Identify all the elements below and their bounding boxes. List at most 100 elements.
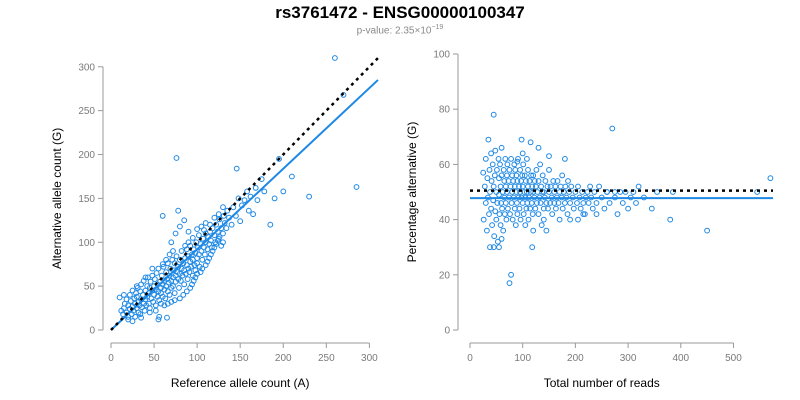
right-data-point xyxy=(527,189,534,195)
left-data-point xyxy=(181,281,188,288)
right-data-point xyxy=(552,183,559,190)
left-data-point xyxy=(159,213,166,219)
right-data-point xyxy=(523,178,529,184)
right-data-point xyxy=(514,200,520,206)
right-data-point xyxy=(554,178,561,184)
right-data-point xyxy=(539,172,546,179)
chart-title: rs3761472 - ENSG00000100347 xyxy=(275,3,525,22)
left-data-point xyxy=(188,263,195,270)
right-data-point xyxy=(556,189,563,195)
right-data-point xyxy=(504,161,511,168)
right-data-point xyxy=(513,189,520,195)
right-data-point xyxy=(537,161,543,168)
right-data-point xyxy=(512,167,519,173)
left-data-point xyxy=(220,239,226,246)
right-data-point xyxy=(546,167,552,173)
left-data-point xyxy=(171,290,178,297)
right-data-point xyxy=(516,183,522,190)
right-data-point xyxy=(490,244,497,251)
left-x-tick-label: 100 xyxy=(189,353,206,364)
right-data-point xyxy=(499,205,506,212)
right-y-tick-label: 40 xyxy=(439,215,451,226)
right-data-point xyxy=(491,172,498,179)
left-data-point xyxy=(244,188,251,195)
left-data-point xyxy=(172,230,179,237)
right-data-point xyxy=(562,183,569,190)
left-data-point xyxy=(267,221,274,228)
right-data-point xyxy=(511,205,518,212)
right-data-point xyxy=(488,150,495,157)
right-data-point xyxy=(767,175,774,182)
pvalue-exponent: −19 xyxy=(431,24,444,31)
right-data-point xyxy=(494,167,500,173)
right-data-point xyxy=(484,227,490,234)
right-data-point xyxy=(532,205,539,212)
right-data-point xyxy=(525,183,531,190)
right-data-point xyxy=(544,183,551,190)
right-data-point xyxy=(609,125,616,132)
right-data-point xyxy=(606,200,613,206)
right-data-point xyxy=(485,136,492,143)
left-data-point xyxy=(228,221,235,228)
right-data-point xyxy=(568,183,575,190)
right-data-point xyxy=(542,178,549,184)
right-data-point xyxy=(497,183,504,190)
right-data-point xyxy=(567,216,573,223)
left-data-point xyxy=(353,184,360,190)
right-data-point xyxy=(506,280,513,287)
left-data-point xyxy=(276,156,282,162)
right-data-point xyxy=(520,211,527,218)
left-data-point xyxy=(185,239,192,246)
left-data-point xyxy=(220,204,226,211)
right-data-point xyxy=(502,183,509,190)
left-data-point xyxy=(147,278,154,285)
right-data-point xyxy=(501,178,508,184)
right-data-point xyxy=(521,172,528,179)
right-data-point xyxy=(496,211,503,218)
left-x-tick-label: 150 xyxy=(232,353,249,364)
left-x-tick-label: 200 xyxy=(275,353,292,364)
right-data-point xyxy=(559,205,566,212)
right-data-point xyxy=(614,211,621,218)
left-data-point xyxy=(250,211,257,218)
right-data-point xyxy=(502,156,509,162)
right-data-point xyxy=(519,172,526,179)
right-data-point xyxy=(564,211,571,218)
right-data-point xyxy=(509,172,516,179)
left-data-point xyxy=(221,220,228,226)
right-data-point xyxy=(546,153,552,160)
left-data-point xyxy=(216,234,223,240)
left-data-point xyxy=(133,293,140,300)
right-data-point xyxy=(498,144,505,151)
left-data-point xyxy=(220,230,226,237)
left-data-point xyxy=(166,292,173,298)
right-data-point xyxy=(511,161,518,168)
left-data-point xyxy=(271,195,278,202)
left-data-point xyxy=(177,295,183,302)
right-data-point xyxy=(625,205,631,212)
left-x-tick-label: 300 xyxy=(361,353,378,364)
left-data-point xyxy=(116,294,123,301)
left-y-tick-label: 200 xyxy=(78,150,95,161)
right-data-point xyxy=(498,236,505,242)
right-data-point xyxy=(540,216,547,223)
right-data-point xyxy=(501,211,508,218)
right-data-point xyxy=(500,227,507,234)
left-data-point xyxy=(142,274,149,281)
right-data-point xyxy=(488,178,495,184)
left-data-point xyxy=(141,307,148,314)
right-data-point xyxy=(635,183,642,190)
right-data-point xyxy=(489,161,496,168)
right-data-point xyxy=(507,183,514,190)
right-data-point xyxy=(547,183,554,190)
right-data-point xyxy=(575,183,581,190)
right-data-point xyxy=(591,189,598,195)
left-data-point xyxy=(223,225,230,232)
right-data-point xyxy=(540,205,547,212)
left-data-point xyxy=(216,216,223,223)
right-data-point xyxy=(486,211,492,218)
left-data-point xyxy=(177,278,184,284)
left-data-point xyxy=(126,292,133,298)
right-data-point xyxy=(549,211,556,218)
left-data-point xyxy=(180,292,187,298)
